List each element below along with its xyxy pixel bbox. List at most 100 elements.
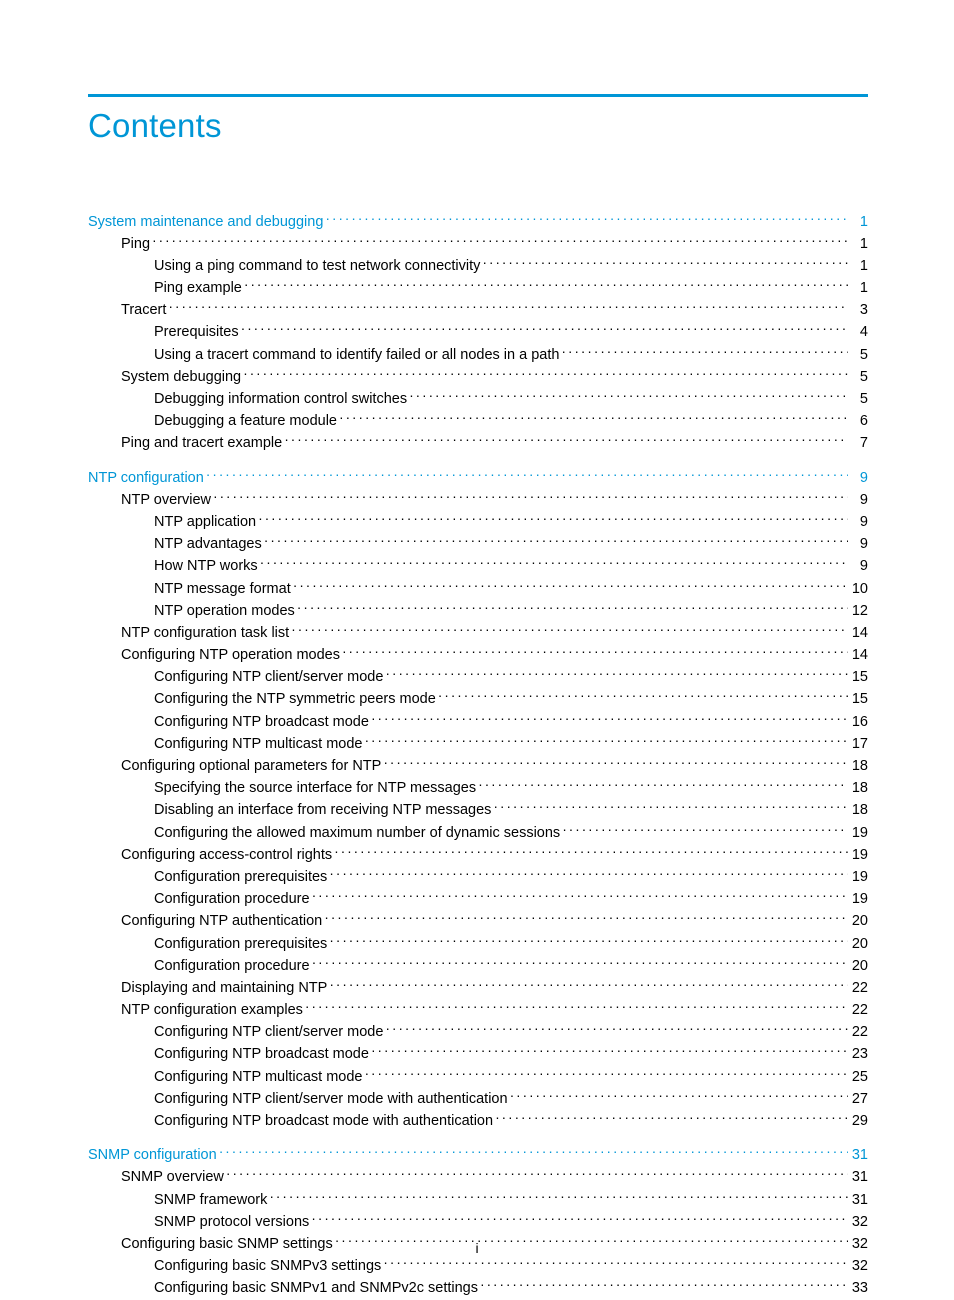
toc-leader-dots bbox=[219, 1145, 848, 1160]
toc-entry-page: 1 bbox=[850, 281, 868, 296]
toc-leader-dots bbox=[269, 1189, 848, 1204]
toc-leader-dots bbox=[168, 300, 848, 315]
toc-entry-label: SNMP framework bbox=[154, 1193, 267, 1208]
toc-entry-page[interactable]: 1 bbox=[850, 215, 868, 230]
toc-entry-page: 9 bbox=[850, 559, 868, 574]
toc-entry: NTP overview9 bbox=[88, 489, 868, 507]
toc-entry-page: 4 bbox=[850, 325, 868, 340]
toc-entry-page: 14 bbox=[850, 626, 868, 641]
page-number-footer: i bbox=[0, 1240, 954, 1256]
toc-entry-label: Configuration procedure bbox=[154, 959, 310, 974]
toc-leader-dots bbox=[364, 1066, 848, 1081]
toc-entry-label: Configuring access-control rights bbox=[121, 848, 332, 863]
toc-entry: Configuring NTP client/server mode 22 bbox=[88, 1022, 868, 1040]
toc-entry-page: 31 bbox=[850, 1193, 868, 1208]
toc-entry-label: Configuring NTP client/server mode bbox=[154, 1025, 383, 1040]
toc-entry-label: Configuring NTP operation modes bbox=[121, 648, 340, 663]
toc-section-gap bbox=[88, 455, 868, 467]
toc-entry: How NTP works9 bbox=[88, 556, 868, 574]
toc-section-heading[interactable]: NTP configuration 9 bbox=[88, 467, 868, 485]
toc-entry-label: Debugging a feature module bbox=[154, 414, 337, 429]
toc-entry-label: Configuring NTP multicast mode bbox=[154, 737, 362, 752]
toc-entry: Configuring the allowed maximum number o… bbox=[88, 822, 868, 840]
toc-entry-label: Configuration prerequisites bbox=[154, 937, 327, 952]
toc-leader-dots bbox=[226, 1167, 848, 1182]
toc-entry: Configuring basic SNMPv3 settings32 bbox=[88, 1256, 868, 1274]
toc-leader-dots bbox=[312, 889, 848, 904]
toc-leader-dots bbox=[383, 1256, 848, 1271]
toc-leader-dots bbox=[329, 977, 848, 992]
toc-entry-label: Configuration procedure bbox=[154, 892, 310, 907]
toc-entry-label: Using a ping command to test network con… bbox=[154, 259, 480, 274]
toc-leader-dots bbox=[291, 622, 848, 637]
top-rule bbox=[88, 94, 868, 97]
toc-entry: Configuration prerequisites 20 bbox=[88, 933, 868, 951]
toc-leader-dots bbox=[213, 489, 848, 504]
toc-entry: Ping example 1 bbox=[88, 278, 868, 296]
toc-entry: Displaying and maintaining NTP22 bbox=[88, 977, 868, 995]
toc-leader-dots bbox=[334, 844, 848, 859]
toc-entry: Using a ping command to test network con… bbox=[88, 255, 868, 273]
toc-entry-page: 1 bbox=[850, 237, 868, 252]
toc-entry-page: 9 bbox=[850, 493, 868, 508]
toc-entry-page: 29 bbox=[850, 1114, 868, 1129]
toc-entry-label: Using a tracert command to identify fail… bbox=[154, 348, 559, 363]
toc-section-heading[interactable]: System maintenance and debugging 1 bbox=[88, 211, 868, 229]
toc-entry-page: 5 bbox=[850, 392, 868, 407]
toc-leader-dots bbox=[342, 645, 848, 660]
toc-entry-page: 7 bbox=[850, 436, 868, 451]
toc-entry-label: Configuring NTP broadcast mode with auth… bbox=[154, 1114, 493, 1129]
toc-leader-dots bbox=[409, 389, 848, 404]
toc-leader-dots bbox=[293, 578, 848, 593]
toc-leader-dots bbox=[385, 667, 848, 682]
toc-entry-page: 22 bbox=[850, 1025, 868, 1040]
toc-entry-label[interactable]: NTP configuration bbox=[88, 471, 204, 486]
toc-leader-dots bbox=[284, 433, 848, 448]
toc-section-heading[interactable]: SNMP configuration 31 bbox=[88, 1145, 868, 1163]
toc-leader-dots bbox=[305, 1000, 848, 1015]
toc-entry-label: Configuring NTP client/server mode with … bbox=[154, 1092, 508, 1107]
toc-leader-dots bbox=[241, 322, 848, 337]
toc-entry: Configuring NTP client/server mode with … bbox=[88, 1088, 868, 1106]
toc-entry: NTP advantages9 bbox=[88, 534, 868, 552]
toc-entry-page: 1 bbox=[850, 259, 868, 274]
toc-entry: Configuring NTP broadcast mode with auth… bbox=[88, 1111, 868, 1129]
toc-leader-dots bbox=[325, 211, 848, 226]
toc-entry-label: NTP advantages bbox=[154, 537, 262, 552]
toc-entry: Debugging a feature module6 bbox=[88, 411, 868, 429]
toc-entry-page: 23 bbox=[850, 1047, 868, 1062]
toc-leader-dots bbox=[260, 556, 848, 571]
toc-entry-label: Disabling an interface from receiving NT… bbox=[154, 803, 491, 818]
toc-entry-label[interactable]: System maintenance and debugging bbox=[88, 215, 323, 230]
toc-entry-label: SNMP overview bbox=[121, 1170, 224, 1185]
toc-leader-dots bbox=[324, 911, 848, 926]
toc-entry-label: Ping bbox=[121, 237, 150, 252]
toc-entry-page: 18 bbox=[850, 781, 868, 796]
toc-entry-page: 22 bbox=[850, 1003, 868, 1018]
toc-entry-label: Configuring optional parameters for NTP bbox=[121, 759, 381, 774]
toc-entry: Tracert3 bbox=[88, 300, 868, 318]
toc-entry-label: Ping example bbox=[154, 281, 242, 296]
toc-entry-page: 31 bbox=[850, 1170, 868, 1185]
toc-entry: NTP application9 bbox=[88, 511, 868, 529]
toc-entry: NTP message format10 bbox=[88, 578, 868, 596]
toc-entry-label: Specifying the source interface for NTP … bbox=[154, 781, 476, 796]
toc-entry-page: 32 bbox=[850, 1215, 868, 1230]
toc-leader-dots bbox=[206, 467, 848, 482]
toc-entry-page: 20 bbox=[850, 937, 868, 952]
toc-entry: NTP configuration examples22 bbox=[88, 1000, 868, 1018]
toc-leader-dots bbox=[493, 800, 848, 815]
toc-leader-dots bbox=[312, 955, 848, 970]
toc-entry-page: 16 bbox=[850, 715, 868, 730]
toc-entry-page[interactable]: 9 bbox=[850, 471, 868, 486]
toc-entry-page[interactable]: 31 bbox=[850, 1148, 868, 1163]
page-title: Contents bbox=[88, 107, 868, 145]
toc-entry-page: 12 bbox=[850, 604, 868, 619]
toc-entry-page: 10 bbox=[850, 582, 868, 597]
toc-entry-label[interactable]: SNMP configuration bbox=[88, 1148, 217, 1163]
toc-entry: Configuring NTP multicast mode 17 bbox=[88, 733, 868, 751]
toc-entry-page: 20 bbox=[850, 914, 868, 929]
toc-entry-page: 17 bbox=[850, 737, 868, 752]
toc-entry-page: 19 bbox=[850, 826, 868, 841]
toc-entry-label: Configuring NTP broadcast mode bbox=[154, 715, 369, 730]
